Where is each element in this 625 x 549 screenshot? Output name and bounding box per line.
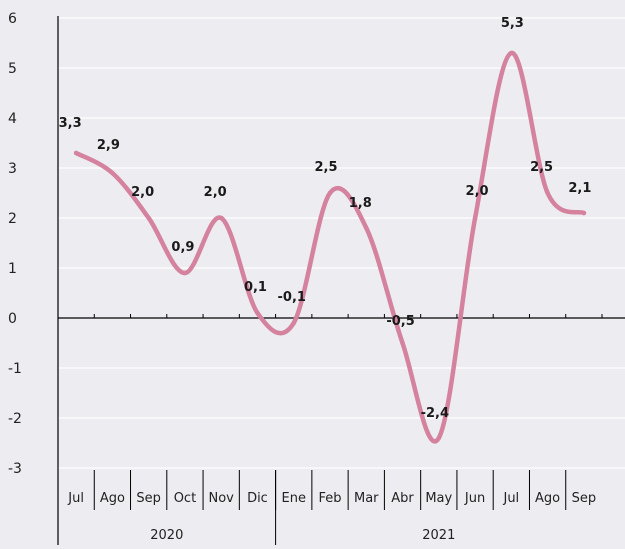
x-tick-label: Jun: [464, 491, 485, 506]
data-label: 1,8: [349, 196, 372, 211]
y-tick-label: 4: [8, 111, 17, 127]
data-point: [509, 50, 514, 56]
data-label: 3,3: [59, 116, 82, 131]
data-label: -0,5: [386, 314, 414, 329]
data-label: -2,4: [421, 406, 449, 421]
y-axis-tick-labels: 6 5 4 3 2 1 0 -1 -2 -3: [8, 11, 22, 477]
x-tick-label: Jul: [67, 491, 84, 506]
x-tick-label: Nov: [209, 491, 235, 506]
data-point: [545, 190, 550, 196]
x-axis-group-labels: 2020 2021: [150, 528, 455, 543]
x-tick-label: Oct: [174, 491, 196, 506]
data-label: 2,0: [131, 185, 154, 200]
gridlines: [58, 17, 625, 469]
data-label: 2,5: [314, 160, 337, 175]
y-tick-label: 2: [8, 211, 17, 227]
x-tick-label: Abr: [391, 491, 414, 506]
x-axis-tick-labels: Jul Ago Sep Oct Nov Dic Ene Feb Mar Abr May Jun Jul A…: [67, 491, 596, 506]
x-tick-label: Ago: [100, 491, 125, 506]
data-label: 2,1: [568, 181, 591, 196]
x-tick-label: Jul: [502, 491, 519, 506]
data-label: 0,1: [244, 280, 267, 295]
data-label: 2,0: [466, 184, 489, 199]
data-label: -0,1: [278, 290, 306, 305]
x-tick-label: Ago: [535, 491, 560, 506]
data-point: [400, 340, 405, 346]
data-label: 5,3: [501, 16, 524, 31]
y-tick-label: 1: [8, 261, 17, 277]
x-tick-label: Mar: [354, 491, 379, 506]
y-tick-label: 5: [8, 61, 17, 77]
data-point: [110, 170, 115, 176]
data-point: [73, 150, 79, 156]
data-point: [581, 210, 587, 216]
x-tick-label: Ene: [282, 491, 306, 506]
data-labels: 3,3 2,9 2,0 0,9 2,0 0,1 -0,1 2,5 1,8 -0,5 -2,4 2,0 5…: [59, 16, 592, 421]
y-tick-label: -2: [8, 411, 22, 427]
y-tick-label: 3: [8, 161, 17, 177]
x-group-label: 2020: [150, 528, 183, 543]
data-label: 0,9: [171, 240, 194, 255]
data-point: [472, 215, 478, 221]
data-point: [182, 270, 188, 276]
series-line: [73, 50, 587, 444]
y-tick-label: -1: [8, 361, 22, 377]
data-label: 2,9: [97, 138, 120, 153]
x-group-label: 2021: [422, 528, 455, 543]
data-point: [291, 320, 296, 326]
x-tick-label: Sep: [572, 491, 597, 506]
y-tick-label: -3: [8, 461, 22, 477]
x-tick-label: May: [425, 491, 452, 506]
data-point: [327, 190, 333, 196]
data-label: 2,5: [530, 160, 553, 175]
y-tick-label: 6: [8, 11, 17, 27]
data-point: [436, 435, 442, 441]
x-tick-label: Feb: [318, 491, 341, 506]
x-tick-label: Sep: [136, 491, 161, 506]
axes: [57, 16, 625, 545]
y-tick-label: 0: [8, 311, 17, 327]
series-line-path: [73, 50, 587, 444]
data-point: [255, 310, 260, 316]
data-point: [218, 215, 224, 221]
data-point: [146, 215, 151, 221]
data-label: 2,0: [204, 185, 227, 200]
x-tick-label: Dic: [247, 491, 268, 506]
data-point: [364, 225, 369, 231]
